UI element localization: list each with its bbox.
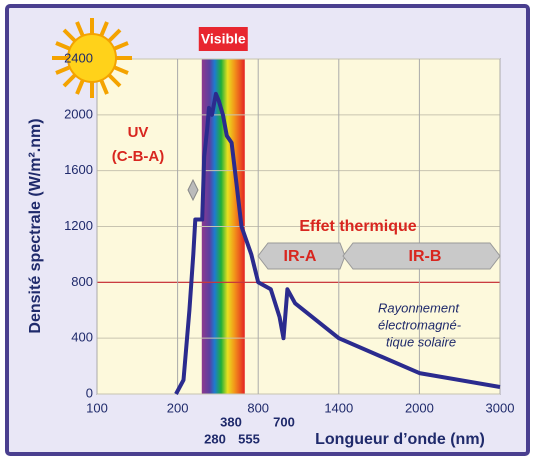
uv-arrow xyxy=(187,178,199,202)
x-tick-label: 1400 xyxy=(324,400,353,415)
spectrum-line xyxy=(174,91,501,395)
visible-label-box xyxy=(198,27,248,51)
x-axis-label: Longueur d’onde (nm) xyxy=(315,431,485,448)
minor-tick-label: 555 xyxy=(238,431,260,446)
annotation: IR-A xyxy=(284,248,317,265)
annotation: IR-B xyxy=(409,248,442,265)
y-axis-label: Densité spectrale (W/m².nm) xyxy=(27,118,44,333)
y-tick-label: 2000 xyxy=(64,106,93,121)
annotation: UV xyxy=(128,124,149,141)
annotation: tique solaire xyxy=(386,334,456,349)
annotation: électromagné- xyxy=(378,317,462,332)
x-tick-label: 100 xyxy=(86,400,108,415)
y-tick-label: 0 xyxy=(86,385,93,400)
x-tick-label: 2000 xyxy=(405,400,434,415)
x-tick-label: 800 xyxy=(247,400,269,415)
annotation: (C-B-A) xyxy=(112,148,164,165)
annotation: Rayonnement xyxy=(378,300,460,315)
minor-tick-label: 700 xyxy=(273,414,295,429)
y-tick-label: 1600 xyxy=(64,162,93,177)
y-tick-label: 1200 xyxy=(64,218,93,233)
ir-b-arrow xyxy=(342,242,501,270)
x-tick-label: 3000 xyxy=(486,400,515,415)
sun xyxy=(52,18,132,98)
x-tick-label: 200 xyxy=(167,400,189,415)
y-tick-label: 2400 xyxy=(64,50,93,65)
minor-tick-label: 280 xyxy=(204,431,226,446)
annotation: Effet thermique xyxy=(299,218,416,235)
visible-label: Visible xyxy=(201,31,246,47)
minor-tick-label: 380 xyxy=(220,414,242,429)
y-tick-label: 800 xyxy=(71,274,93,289)
y-tick-label: 400 xyxy=(71,330,93,345)
